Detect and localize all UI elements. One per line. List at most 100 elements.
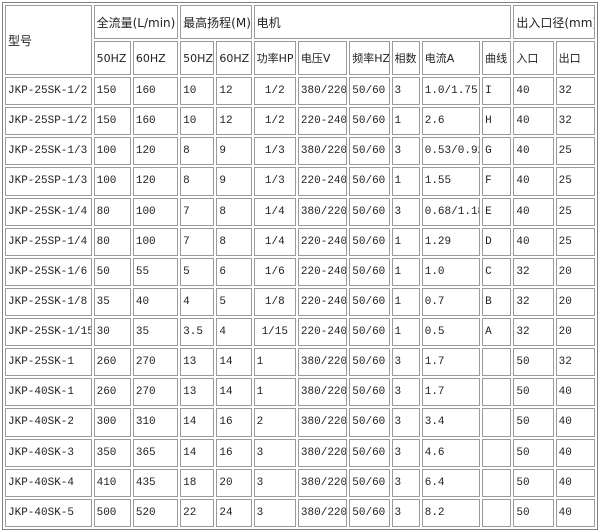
cell-outlet: 20 [555,318,595,347]
cell-current-a: 0.5 [421,318,481,347]
cell-phase: 1 [391,318,420,347]
cell-curve: C [482,257,512,286]
cell-current-a: 8.2 [421,498,481,527]
header-row-2: 50HZ 60HZ 50HZ 60HZ 功率HP 电压V 频率HZ 相数 电流A 曲线 入口 出口 [5,41,595,75]
cell-curve: B [482,287,512,316]
cell-curve: E [482,197,512,226]
table-body: JKP-25SK-1/2 150 160 10 12 1/2 380/220 50/60 3 1.… [5,77,595,527]
cell-frequency-hz: 50/60 [349,318,390,347]
cell-flow-60hz: 35 [132,318,179,347]
header-flow: 全流量(L/min) [93,5,179,39]
cell-current-a: 4.6 [421,438,481,467]
cell-outlet: 40 [555,378,595,407]
header-port: 出入口径(mm) [513,5,595,39]
cell-flow-60hz: 270 [132,378,179,407]
cell-phase: 3 [391,197,420,226]
cell-phase: 1 [391,107,420,136]
header-head-50hz: 50HZ [180,41,215,75]
header-flow-60hz: 60HZ [132,41,179,75]
cell-head-60hz: 12 [216,107,252,136]
cell-head-60hz: 9 [216,137,252,166]
cell-flow-50hz: 80 [93,197,131,226]
cell-flow-60hz: 120 [132,137,179,166]
table-row: JKP-25SK-1/15 30 35 3.5 4 1/15 220-240 50/60 1 0.… [5,318,595,347]
cell-frequency-hz: 50/60 [349,197,390,226]
cell-frequency-hz: 50/60 [349,438,390,467]
cell-flow-50hz: 500 [93,498,131,527]
cell-voltage-v: 380/220 [297,77,348,106]
cell-head-60hz: 20 [216,468,252,497]
cell-head-50hz: 7 [180,197,215,226]
cell-phase: 3 [391,498,420,527]
cell-power-hp: 1 [253,378,296,407]
cell-voltage-v: 220-240 [297,287,348,316]
cell-model: JKP-25SP-1/4 [5,227,92,256]
cell-current-a: 1.55 [421,167,481,196]
cell-head-60hz: 9 [216,167,252,196]
table-row: JKP-25SK-1/2 150 160 10 12 1/2 380/220 50/60 3 1.… [5,77,595,106]
table-row: JKP-25SK-1/8 35 40 4 5 1/8 220-240 50/60 1 0.7 B 32… [5,287,595,316]
cell-phase: 3 [391,378,420,407]
cell-current-a: 1.7 [421,378,481,407]
cell-current-a: 6.4 [421,468,481,497]
cell-inlet: 40 [513,227,554,256]
cell-model: JKP-25SK-1 [5,348,92,377]
cell-power-hp: 1/6 [253,257,296,286]
cell-curve [482,378,512,407]
cell-outlet: 40 [555,438,595,467]
cell-outlet: 40 [555,468,595,497]
cell-head-50hz: 13 [180,378,215,407]
cell-model: JKP-25SK-1/6 [5,257,92,286]
cell-head-50hz: 4 [180,287,215,316]
cell-head-60hz: 14 [216,378,252,407]
cell-curve: A [482,318,512,347]
cell-flow-50hz: 100 [93,167,131,196]
cell-head-50hz: 14 [180,408,215,437]
table-row: JKP-25SP-1/2 150 160 10 12 1/2 220-240 50/60 1 2.… [5,107,595,136]
cell-head-50hz: 8 [180,167,215,196]
cell-outlet: 25 [555,227,595,256]
cell-model: JKP-25SK-1/3 [5,137,92,166]
cell-phase: 1 [391,287,420,316]
cell-head-50hz: 3.5 [180,318,215,347]
cell-outlet: 32 [555,348,595,377]
cell-model: JKP-25SP-1/3 [5,167,92,196]
cell-frequency-hz: 50/60 [349,498,390,527]
cell-curve [482,468,512,497]
cell-flow-60hz: 40 [132,287,179,316]
header-flow-50hz: 50HZ [93,41,131,75]
cell-model: JKP-25SP-1/2 [5,107,92,136]
table-row: JKP-40SK-1 260 270 13 14 1 380/220 50/60 3 1.7 50 4… [5,378,595,407]
cell-flow-50hz: 410 [93,468,131,497]
cell-frequency-hz: 50/60 [349,167,390,196]
cell-phase: 1 [391,167,420,196]
cell-curve: F [482,167,512,196]
cell-frequency-hz: 50/60 [349,77,390,106]
cell-power-hp: 3 [253,498,296,527]
cell-current-a: 1.7 [421,348,481,377]
cell-head-60hz: 4 [216,318,252,347]
cell-head-50hz: 10 [180,77,215,106]
cell-curve: H [482,107,512,136]
cell-inlet: 50 [513,348,554,377]
cell-head-60hz: 8 [216,227,252,256]
cell-current-a: 0.53/0.92 [421,137,481,166]
cell-curve: G [482,137,512,166]
cell-outlet: 25 [555,137,595,166]
cell-current-a: 1.29 [421,227,481,256]
cell-head-60hz: 14 [216,348,252,377]
cell-curve: I [482,77,512,106]
cell-voltage-v: 380/220 [297,378,348,407]
header-power-hp: 功率HP [253,41,296,75]
cell-frequency-hz: 50/60 [349,257,390,286]
cell-outlet: 20 [555,287,595,316]
cell-head-60hz: 5 [216,287,252,316]
cell-frequency-hz: 50/60 [349,107,390,136]
cell-flow-60hz: 120 [132,167,179,196]
cell-curve [482,438,512,467]
cell-phase: 3 [391,77,420,106]
cell-model: JKP-40SK-5 [5,498,92,527]
cell-phase: 3 [391,468,420,497]
cell-model: JKP-25SK-1/15 [5,318,92,347]
